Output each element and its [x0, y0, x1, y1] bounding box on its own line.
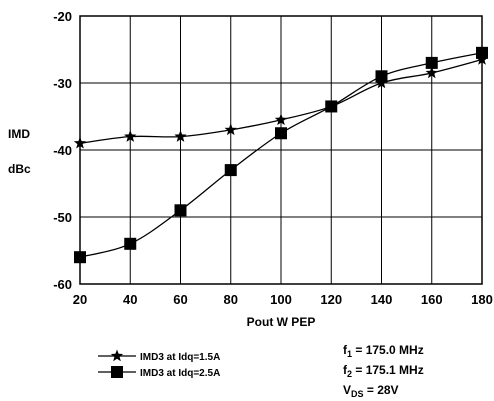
y-tick-label: -20 — [53, 9, 72, 24]
condition-label: f1 = 175.0 MHz — [343, 343, 424, 359]
x-tick-label: 180 — [471, 292, 493, 307]
grid-lines — [79, 15, 483, 285]
plot-frame — [79, 15, 483, 285]
y-tick-labels: -20 -30 -40 -50 -60 — [53, 9, 72, 292]
data-point-square — [325, 100, 338, 113]
data-point-star — [475, 53, 489, 65]
y-tick-label: -60 — [53, 277, 72, 292]
x-tick-label: 120 — [320, 292, 342, 307]
x-tick-label: 20 — [73, 292, 87, 307]
legend: IMD3 at Idq=1.5A IMD3 at Idq=2.5A — [98, 349, 220, 379]
legend-marker-square — [111, 366, 123, 378]
x-tick-label: 160 — [421, 292, 443, 307]
data-point-square — [425, 56, 438, 69]
data-point-square — [174, 204, 187, 217]
x-tick-label: 40 — [123, 292, 137, 307]
x-tick-label: 80 — [224, 292, 238, 307]
data-point-star — [425, 66, 438, 79]
data-point-square — [224, 164, 237, 177]
y-axis-label-imd: IMD — [8, 127, 30, 141]
x-tick-label: 60 — [173, 292, 187, 307]
y-tick-label: -50 — [53, 210, 72, 225]
data-point-star — [375, 76, 388, 89]
y-axis-label-dbc: dBc — [8, 162, 31, 176]
legend-marker-star — [110, 349, 124, 362]
legend-label: IMD3 at Idq=2.5A — [140, 368, 220, 379]
data-point-star — [73, 136, 87, 149]
data-point-star — [174, 130, 187, 142]
data-point-square — [375, 70, 388, 83]
legend-label: IMD3 at Idq=1.5A — [140, 352, 220, 363]
x-tick-labels: 20 40 60 80 100 120 140 160 180 — [73, 292, 493, 307]
data-point-square — [275, 127, 287, 140]
data-point-star — [274, 113, 288, 126]
data-point-square — [124, 237, 137, 250]
x-tick-label: 140 — [371, 292, 393, 307]
x-tick-label: 100 — [270, 292, 292, 307]
x-axis-label: Pout W PEP — [247, 315, 316, 329]
series-markers — [73, 46, 489, 264]
data-point-star — [224, 123, 237, 136]
condition-label: VDS = 28V — [343, 383, 399, 399]
data-point-square — [74, 251, 86, 264]
y-tick-label: -40 — [53, 143, 72, 158]
y-tick-label: -30 — [53, 76, 72, 91]
condition-label: f2 = 175.1 MHz — [343, 363, 424, 379]
test-conditions: f1 = 175.0 MHz f2 = 175.1 MHz VDS = 28V — [343, 343, 424, 399]
data-point-square — [476, 46, 488, 59]
data-point-star — [124, 130, 137, 142]
